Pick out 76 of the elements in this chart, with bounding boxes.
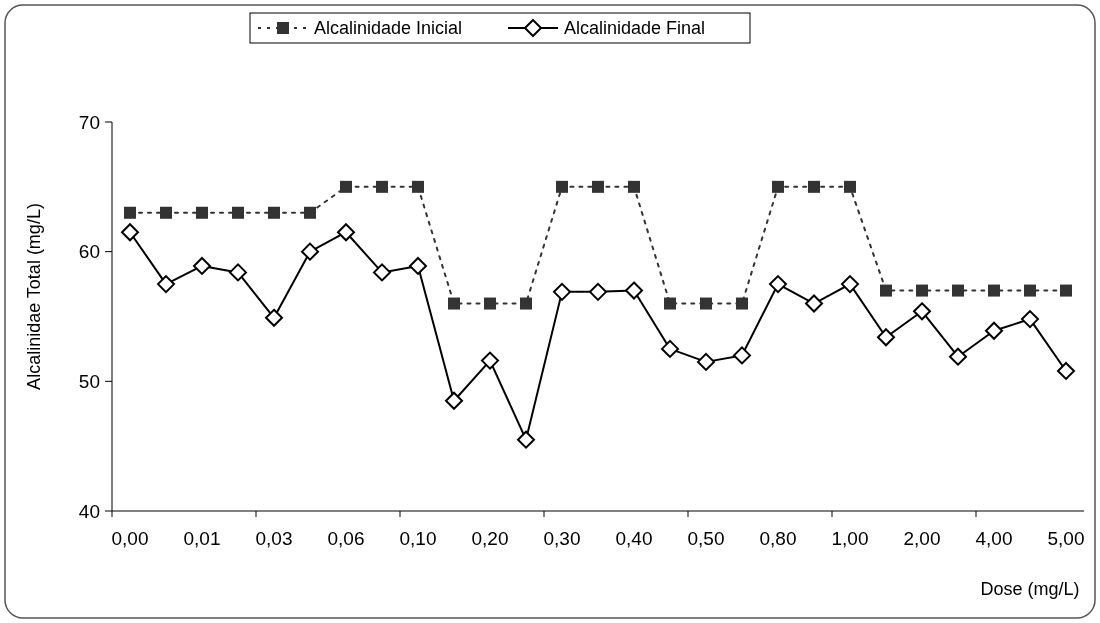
- x-tick-label: 0,40: [615, 528, 653, 549]
- point: [229, 263, 247, 282]
- point: [121, 223, 139, 242]
- x-tick-label: 0,01: [183, 528, 221, 549]
- point: [1024, 284, 1036, 297]
- point: [196, 206, 208, 219]
- point: [769, 275, 787, 294]
- y-tick-label: 50: [78, 370, 100, 392]
- point: [553, 282, 571, 301]
- point: [520, 297, 532, 310]
- x-tick-label: 0,20: [471, 528, 509, 549]
- point: [625, 281, 643, 300]
- x-tick-label: 2,00: [903, 528, 941, 549]
- point: [661, 339, 679, 358]
- point: [841, 275, 859, 294]
- point: [805, 294, 823, 313]
- x-axis-title: Dose (mg/L): [980, 579, 1080, 599]
- x-tick-label: 5,00: [1047, 528, 1085, 549]
- point: [268, 206, 280, 219]
- point: [877, 328, 895, 347]
- x-tick-label: 0,06: [327, 528, 365, 549]
- point: [916, 284, 928, 297]
- point: [589, 282, 607, 301]
- point: [556, 180, 568, 193]
- x-tick-label: 0,50: [687, 528, 725, 549]
- y-tick-label: 70: [78, 111, 100, 133]
- point: [700, 297, 712, 310]
- legend-label: Alcalinidade Final: [564, 18, 706, 39]
- point: [517, 430, 535, 449]
- point: [232, 206, 244, 219]
- point: [985, 321, 1003, 340]
- x-tick-label: 0,80: [759, 528, 797, 549]
- point: [808, 180, 820, 193]
- point: [988, 284, 1000, 297]
- point: [697, 352, 715, 371]
- point: [1057, 361, 1075, 380]
- point: [481, 351, 499, 370]
- point: [157, 275, 175, 294]
- x-tick-label: 0,00: [111, 528, 149, 549]
- x-tick-label: 1,00: [831, 528, 869, 549]
- y-tick-label: 40: [78, 500, 100, 522]
- x-tick-label: 0,10: [399, 528, 437, 549]
- point: [880, 284, 892, 297]
- point: [949, 347, 967, 366]
- point: [736, 297, 748, 310]
- point: [412, 180, 424, 193]
- point: [1060, 284, 1072, 297]
- point: [913, 302, 931, 321]
- point: [1021, 310, 1039, 329]
- point: [373, 263, 391, 282]
- point: [376, 180, 388, 193]
- point: [664, 297, 676, 310]
- point: [628, 180, 640, 193]
- x-tick-label: 0,03: [255, 528, 293, 549]
- x-tick-label: 4,00: [975, 528, 1013, 549]
- point: [193, 256, 211, 275]
- point: [409, 256, 427, 275]
- point: [301, 242, 319, 261]
- point: [337, 223, 355, 242]
- point: [304, 206, 316, 219]
- point: [340, 180, 352, 193]
- point: [952, 284, 964, 297]
- point: [124, 206, 136, 219]
- point: [484, 297, 496, 310]
- point: [265, 308, 283, 327]
- point: [772, 180, 784, 193]
- point: [844, 180, 856, 193]
- point: [592, 180, 604, 193]
- x-tick-label: 0,30: [543, 528, 581, 549]
- y-tick-label: 60: [78, 241, 100, 263]
- y-axis-title: Alcalinidae Total (mg/L): [24, 203, 44, 390]
- legend-label: Alcalinidade Inicial: [314, 18, 463, 39]
- point: [733, 346, 751, 365]
- point: [160, 206, 172, 219]
- point: [445, 391, 463, 410]
- point: [448, 297, 460, 310]
